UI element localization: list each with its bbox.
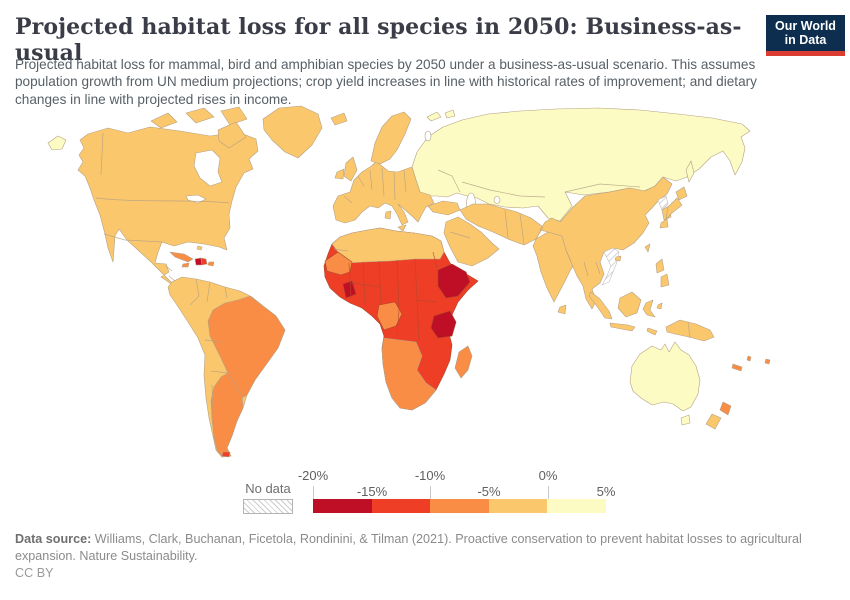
africa-borders <box>348 251 438 341</box>
legend-segment-0-5[interactable] <box>547 499 606 513</box>
map-region-hainan[interactable] <box>614 255 622 262</box>
map-region-ireland[interactable] <box>334 168 345 180</box>
map-region-philippines-luzon[interactable] <box>655 258 665 274</box>
map-region-arabia[interactable] <box>443 216 500 267</box>
map-region-australia[interactable] <box>629 341 701 412</box>
map-region-new-caledonia[interactable] <box>731 363 743 372</box>
map-region-ethiopia[interactable] <box>437 263 471 299</box>
map-region-vietnam[interactable] <box>601 247 620 286</box>
legend-tick-neg10: -10% <box>414 468 446 483</box>
map-region-arctic-island-1[interactable] <box>150 112 178 129</box>
map-region-north-korea[interactable] <box>657 195 669 211</box>
map-region-moluccas[interactable] <box>656 302 663 310</box>
map-region-iceland[interactable] <box>330 112 348 126</box>
map-region-madagascar[interactable] <box>454 345 473 379</box>
owid-logo[interactable]: Our World in Data <box>766 15 845 56</box>
map-region-java[interactable] <box>609 322 636 332</box>
map-region-sicily[interactable] <box>397 224 407 232</box>
map-region-japan-kyushu[interactable] <box>659 218 669 229</box>
map-region-timor[interactable] <box>646 327 658 336</box>
map-region-japan-hokkaido[interactable] <box>675 186 688 201</box>
legend-tick-5: 5% <box>596 484 616 499</box>
legend-tickmark-neg10 <box>430 486 431 499</box>
map-region-japan-honshu[interactable] <box>665 197 683 220</box>
map-region-fiji[interactable] <box>764 358 771 365</box>
legend-tick-0: 0% <box>538 468 558 483</box>
legend-segment-neg15-neg10[interactable] <box>371 499 431 513</box>
map-region-arctic-island-3[interactable] <box>220 106 248 126</box>
owid-logo-line1: Our World <box>775 18 836 33</box>
data-source-text: Williams, Clark, Buchanan, Ficetola, Ron… <box>15 532 802 564</box>
map-region-sumatra[interactable] <box>588 291 613 320</box>
legend-segment-neg10-neg5[interactable] <box>430 499 489 513</box>
map-region-sardinia[interactable] <box>384 210 392 220</box>
map-region-sulawesi[interactable] <box>642 299 656 318</box>
map-region-svalbard[interactable] <box>426 111 442 122</box>
white-sea <box>424 130 432 142</box>
map-region-new-zealand-south[interactable] <box>705 413 722 430</box>
map-region-tasmania[interactable] <box>680 414 691 426</box>
map-region-taiwan[interactable] <box>644 243 651 253</box>
hudson-bay <box>193 149 223 187</box>
country-borders <box>95 132 691 441</box>
legend-tickmark-0 <box>548 486 549 499</box>
map-region-russia-central-asia[interactable] <box>411 107 751 222</box>
map-region-philippines-mindanao[interactable] <box>660 273 670 288</box>
legend-no-data-swatch[interactable] <box>243 499 293 514</box>
legend-tick-neg15: -15% <box>356 484 388 499</box>
legend-tickmark-neg20 <box>313 486 314 499</box>
data-source-note: Data source: Williams, Clark, Buchanan, … <box>15 531 837 565</box>
legend-tick-neg5: -5% <box>477 484 501 499</box>
page-title: Projected habitat loss for all species i… <box>15 14 742 66</box>
map-region-scandinavia[interactable] <box>370 111 412 165</box>
map-region-tanzania[interactable] <box>430 310 457 339</box>
map-region-cuba[interactable] <box>169 251 194 263</box>
map-region-ghana[interactable] <box>342 280 357 299</box>
map-region-united-kingdom[interactable] <box>343 156 358 182</box>
legend-segment-neg20-neg15[interactable] <box>313 499 372 513</box>
map-region-mauritania-senegal[interactable] <box>324 251 353 276</box>
map-region-southern-africa[interactable] <box>381 337 437 411</box>
map-region-new-zealand-north[interactable] <box>719 401 732 416</box>
legend-tick-neg20: -20% <box>297 468 329 483</box>
owid-logo-line2: in Data <box>784 33 827 47</box>
map-region-bahamas[interactable] <box>196 245 203 251</box>
map-region-north-africa[interactable] <box>331 227 445 264</box>
license-link[interactable]: CC BY <box>15 566 54 580</box>
legend-color-bar <box>313 499 606 513</box>
map-region-tierra-del-fuego[interactable] <box>221 451 231 458</box>
aral-sea <box>493 196 501 204</box>
map-region-china-se-asia[interactable] <box>539 176 673 310</box>
map-region-greenland[interactable] <box>262 105 323 159</box>
map-region-russia-chukotka[interactable] <box>47 135 67 151</box>
legend-segment-neg5-0[interactable] <box>488 499 548 513</box>
legend-no-data-label: No data <box>245 481 291 496</box>
chart-subtitle: Projected habitat loss for mammal, bird … <box>15 57 757 107</box>
map-region-puerto-rico[interactable] <box>207 261 215 267</box>
map-region-vanuatu[interactable] <box>746 355 752 362</box>
map-region-north-america[interactable] <box>77 126 259 295</box>
map-region-jamaica[interactable] <box>181 262 190 268</box>
data-source-label: Data source: <box>15 532 92 546</box>
map-region-gabon-congo[interactable] <box>376 301 403 331</box>
map-region-borneo[interactable] <box>617 291 642 318</box>
great-lakes <box>185 194 207 204</box>
map-region-sri-lanka[interactable] <box>557 304 567 315</box>
map-region-sakhalin[interactable] <box>685 160 695 183</box>
map-region-novaya-zemlya[interactable] <box>444 109 456 119</box>
map-region-baffin-island[interactable] <box>217 121 247 149</box>
map-region-dominican-republic[interactable] <box>200 257 208 266</box>
map-region-brazil[interactable] <box>207 295 286 400</box>
map-region-arctic-island-2[interactable] <box>185 107 215 124</box>
